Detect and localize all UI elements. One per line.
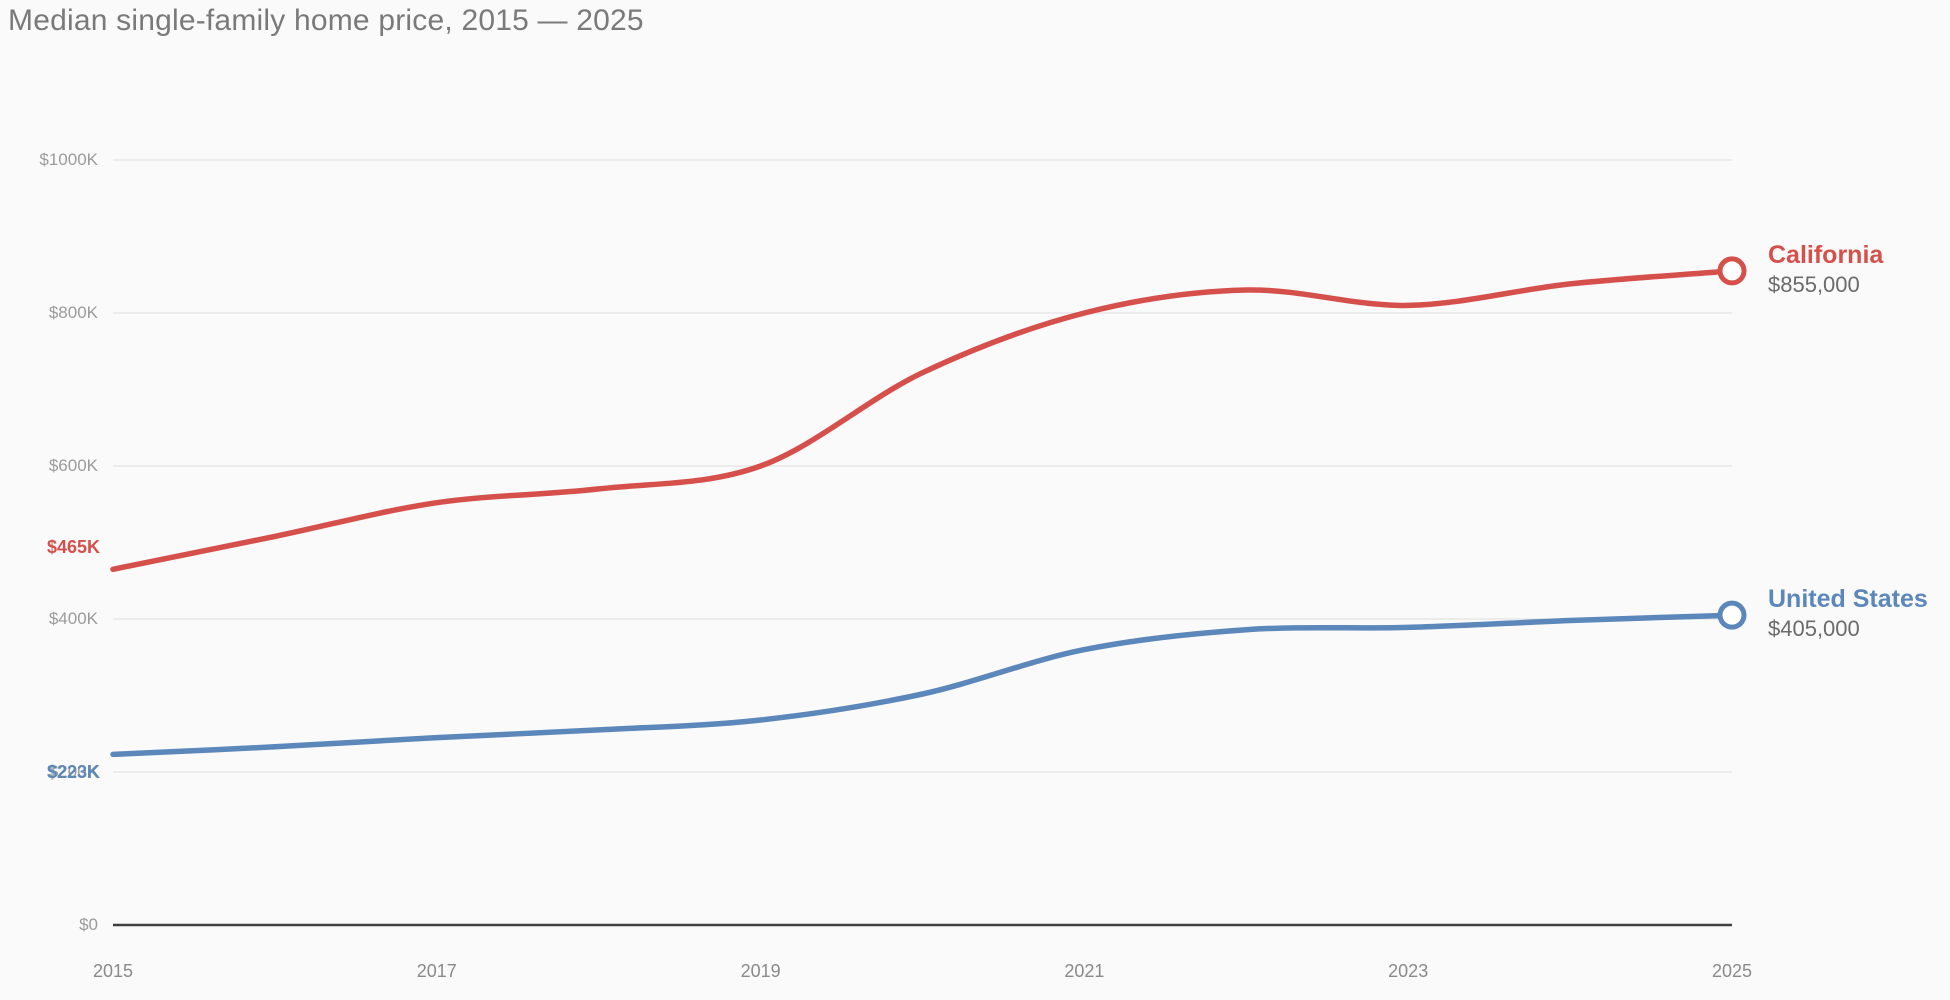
united-states-end-marker (1717, 600, 1747, 630)
california-line (110, 268, 1735, 573)
x-tick-label: 2023 (1388, 961, 1429, 981)
y-tick-label: $600K (48, 456, 98, 475)
y-tick-label: $0 (79, 915, 98, 934)
united-states-legend: United States $405,000 (1768, 584, 1928, 643)
california-end-value: $855,000 (1768, 271, 1860, 297)
united-states-series-name: United States (1768, 585, 1928, 614)
california-legend: California $855,000 (1768, 240, 1883, 299)
chart-title: Median single-family home price, 2015 — … (8, 4, 644, 37)
united-states-line (110, 612, 1735, 758)
y-tick-label: $200K (48, 762, 98, 781)
x-tick-label: 2025 (1711, 961, 1753, 981)
california-end-marker (1717, 256, 1747, 286)
california-start-value-label: $465K (46, 537, 100, 558)
y-tick-label: $400K (48, 609, 98, 628)
x-tick-label: 2019 (740, 961, 781, 981)
united-states-end-value: $405,000 (1768, 616, 1860, 642)
x-tick-label: 2017 (416, 961, 457, 981)
y-tick-label: $800K (48, 303, 98, 322)
united-states-start-value-label: $223K (46, 762, 100, 783)
california-series-name: California (1768, 240, 1884, 269)
x-tick-label: 2015 (92, 961, 134, 981)
x-tick-label: 2021 (1064, 961, 1105, 981)
y-tick-label: $1000K (39, 150, 98, 169)
